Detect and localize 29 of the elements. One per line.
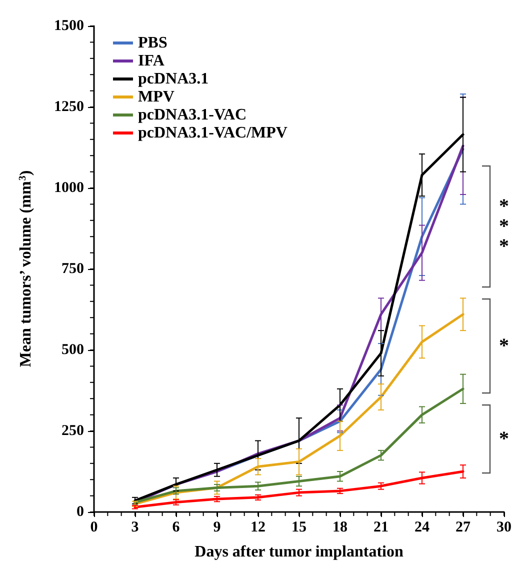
- annotation: *: [499, 428, 509, 450]
- y-tick-label: 1250: [54, 99, 84, 115]
- legend-label: pcDNA3.1-VAC/MPV: [138, 124, 288, 142]
- y-tick-label: 1500: [54, 18, 84, 34]
- x-tick-label: 24: [414, 520, 430, 536]
- y-tick-label: 0: [76, 504, 84, 520]
- annotation: *: [499, 335, 509, 357]
- x-axis-title: Days after tumor implantation: [194, 544, 404, 560]
- x-tick-label: 6: [172, 520, 180, 536]
- x-tick-label: 21: [374, 520, 388, 536]
- legend-label: IFA: [138, 52, 165, 70]
- x-tick-label: 18: [332, 520, 348, 536]
- x-tick-label: 9: [213, 520, 221, 536]
- legend-label: pcDNA3.1: [138, 70, 209, 88]
- x-tick-label: 12: [250, 520, 266, 536]
- legend-label: MPV: [138, 88, 175, 106]
- x-tick-label: 3: [131, 520, 139, 536]
- legend-label: pcDNA3.1-VAC: [138, 106, 247, 124]
- y-tick-label: 500: [62, 342, 84, 358]
- y-tick-label: 1000: [54, 180, 84, 196]
- x-tick-label: 0: [90, 520, 98, 536]
- annotation: ***: [499, 196, 509, 258]
- x-tick-label: 27: [456, 520, 471, 536]
- legend-label: PBS: [138, 34, 168, 52]
- y-axis-title: Mean tumors’ volume (mm3): [18, 170, 34, 368]
- y-tick-label: 250: [62, 423, 84, 439]
- x-tick-label: 30: [496, 520, 512, 536]
- y-tick-label: 750: [62, 261, 84, 277]
- x-tick-label: 15: [292, 520, 306, 536]
